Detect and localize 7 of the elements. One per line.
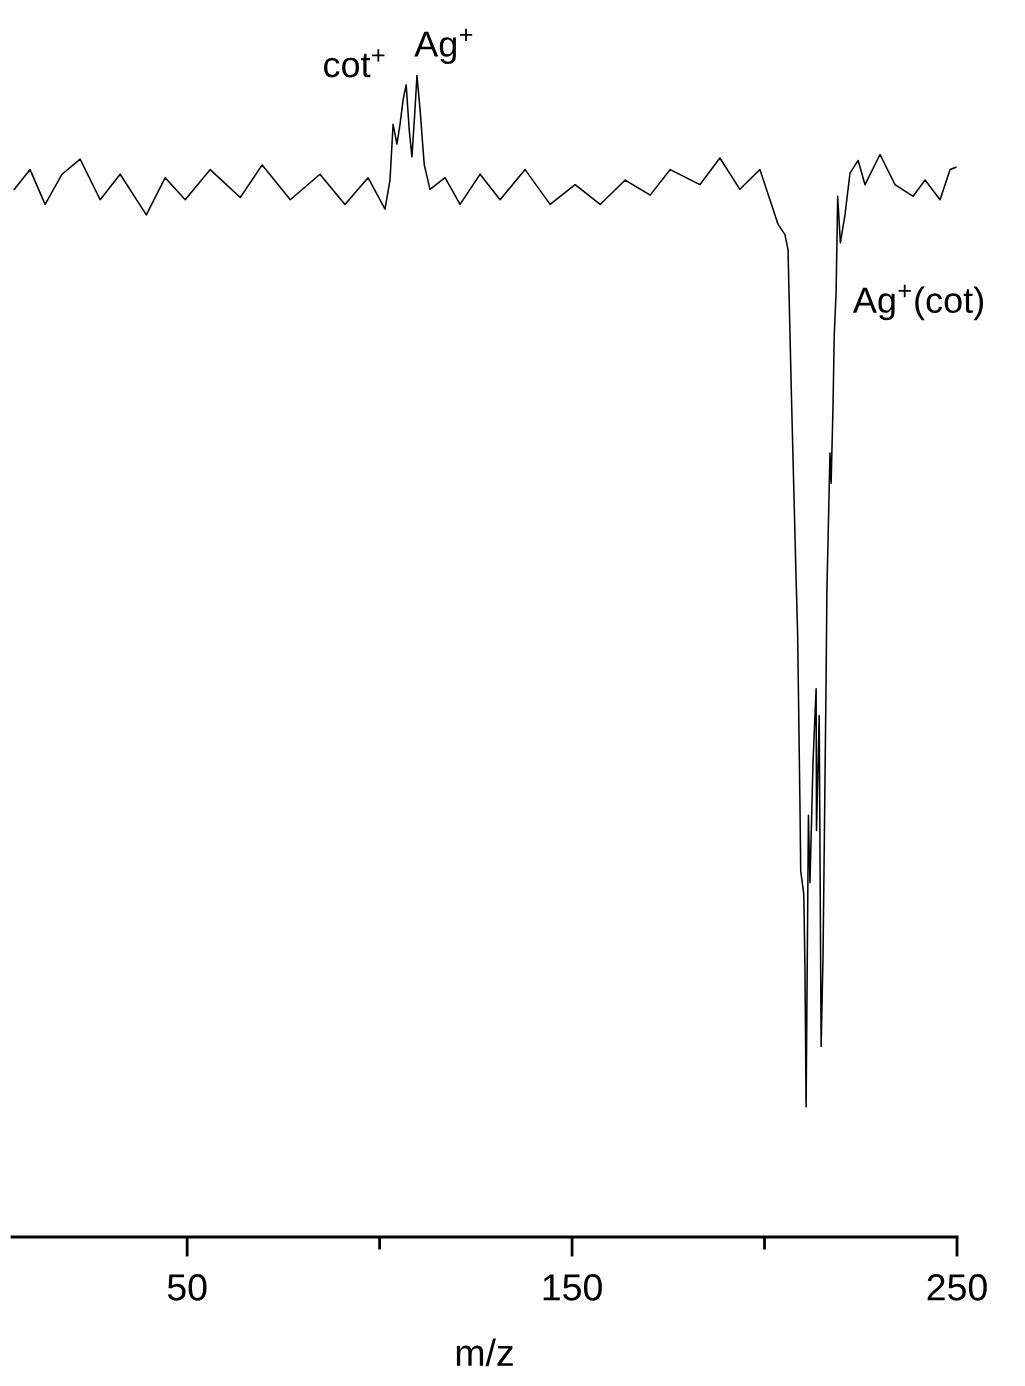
annotation: cot$^{+}$ [323,49,385,78]
annotation: Ag$^{+}$(cot) [852,284,983,321]
x-axis-title: m/z [456,1338,513,1367]
x-tick-label: 250 [927,1274,987,1301]
annotation: Ag$^{+}$ [414,28,473,65]
x-tick-label: 50 [167,1274,207,1301]
x-tick-label: 150 [543,1274,602,1301]
